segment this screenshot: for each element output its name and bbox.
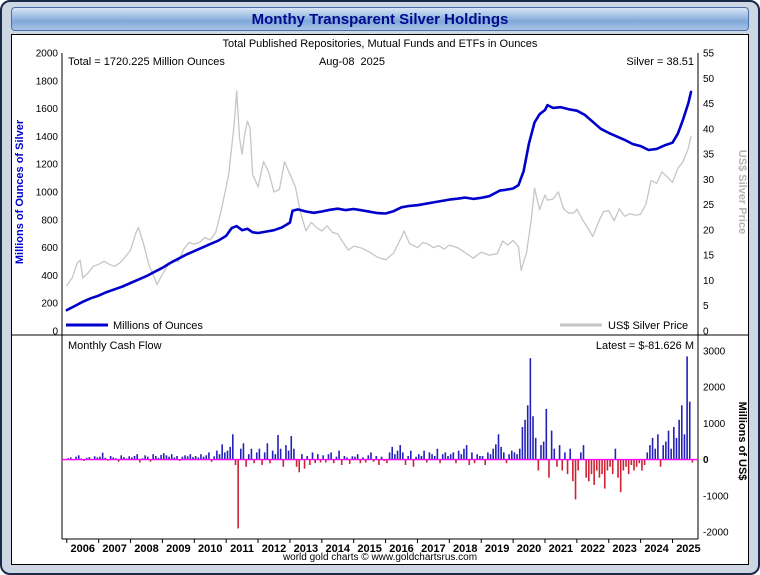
- right-axis-title-cashflow: Millions of US$: [736, 402, 748, 481]
- year-label: 2013: [294, 543, 318, 555]
- cashflow-axis-tick-label: -1000: [703, 491, 729, 502]
- year-label: 2008: [134, 543, 158, 555]
- chart-canvas: 2000180016001400120010008006004002000555…: [12, 38, 748, 562]
- left-axis-title: Millions of Ounces of Silver: [14, 119, 26, 264]
- legend-holdings-label: Millions of Ounces: [113, 320, 203, 332]
- right-axis-tick-label: 15: [703, 251, 715, 262]
- year-label: 2019: [485, 543, 509, 555]
- left-axis-tick-label: 600: [41, 243, 58, 254]
- right-axis-tick-label: 40: [703, 124, 715, 135]
- left-axis-tick-label: 1600: [36, 104, 59, 115]
- right-axis-title-price: US$ Silver Price: [736, 150, 748, 234]
- right-axis-tick-label: 45: [703, 99, 715, 110]
- generated-plot-layer: 2000180016001400120010008006004002000555…: [12, 49, 748, 555]
- left-axis-tick-label: 1400: [36, 132, 59, 143]
- left-axis-tick-label: 1200: [36, 160, 59, 171]
- year-label: 2020: [517, 543, 541, 555]
- right-axis-tick-label: 10: [703, 276, 715, 287]
- chart-title-bar: Monthy Transparent Silver Holdings: [11, 7, 749, 31]
- chart-area: 2000 1800 1600 1400 1200 1000 800 600 400 200 0 55 5…: [11, 34, 749, 565]
- legend-price-label: US$ Silver Price: [608, 320, 688, 332]
- right-axis-tick-label: 0: [703, 327, 709, 338]
- year-label: 2015: [357, 543, 381, 555]
- left-axis-tick-label: 800: [41, 215, 58, 226]
- year-label: 2021: [549, 543, 573, 555]
- year-label: 2010: [198, 543, 222, 555]
- year-label: 2023: [612, 543, 636, 555]
- silver-price-line: [66, 90, 692, 287]
- cashflow-title: Monthly Cash Flow: [68, 340, 162, 352]
- year-label: 2024: [644, 543, 669, 555]
- year-label: 2011: [230, 543, 254, 555]
- right-axis-tick-label: 20: [703, 225, 715, 236]
- right-axis-tick-label: 25: [703, 200, 715, 211]
- chart-title: Monthy Transparent Silver Holdings: [251, 10, 509, 28]
- annotation-total-holdings: Total = 1720.225 Million Ounces: [68, 56, 225, 68]
- cashflow-latest: Latest = $-81.626 M: [596, 340, 694, 352]
- year-label: 2007: [102, 543, 126, 555]
- year-label: 2012: [262, 543, 286, 555]
- year-label: 2022: [581, 543, 605, 555]
- annotation-date: Aug-08 2025: [319, 56, 385, 68]
- cashflow-axis-tick-label: -2000: [703, 528, 729, 539]
- annotation-silver-price: Silver = 38.51: [626, 56, 694, 68]
- year-label: 2018: [453, 543, 477, 555]
- right-axis-tick-label: 5: [703, 301, 709, 312]
- right-axis-tick-label: 30: [703, 175, 715, 186]
- left-axis-tick-label: 2000: [36, 49, 59, 60]
- year-label: 2009: [166, 543, 190, 555]
- left-axis-tick-label: 0: [52, 327, 58, 338]
- holdings-line: [65, 90, 693, 312]
- year-label: 2025: [676, 543, 700, 555]
- year-label: 2014: [326, 543, 351, 555]
- left-axis-tick-label: 200: [41, 299, 58, 310]
- right-axis-tick-label: 55: [703, 49, 715, 60]
- left-axis-tick-label: 400: [41, 271, 58, 282]
- year-label: 2006: [70, 543, 94, 555]
- cashflow-axis-tick-label: 3000: [703, 347, 726, 358]
- cashflow-axis-tick-label: 2000: [703, 383, 726, 394]
- right-axis-tick-label: 50: [703, 74, 715, 85]
- chart-footer: world gold charts © www.goldchartsrus.co…: [282, 552, 477, 562]
- left-axis-tick-label: 1000: [36, 188, 59, 199]
- left-axis-tick-label: 1800: [36, 76, 59, 87]
- chart-subtitle: Total Published Repositories, Mutual Fun…: [223, 38, 538, 50]
- cashflow-axis-tick-label: 1000: [703, 419, 726, 430]
- cashflow-axis-tick-label: 0: [703, 455, 709, 466]
- year-label: 2017: [421, 543, 445, 555]
- year-label: 2016: [389, 543, 413, 555]
- right-axis-tick-label: 35: [703, 150, 715, 161]
